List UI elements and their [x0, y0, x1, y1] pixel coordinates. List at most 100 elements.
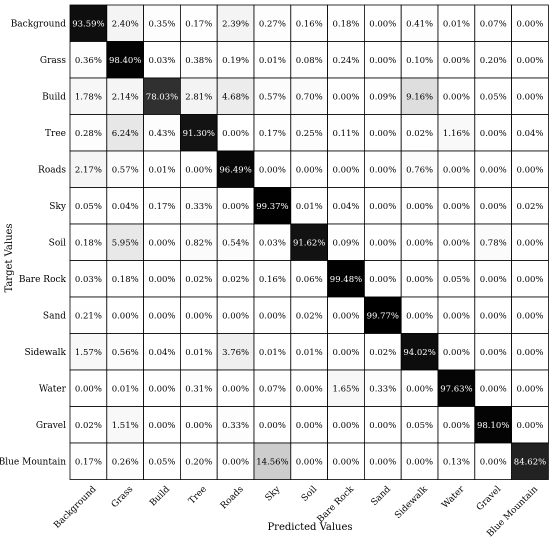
heatmap-cell [69, 369, 108, 407]
cell-value-label: 0.02% [222, 275, 249, 285]
cell-value-label: 0.00% [259, 165, 286, 175]
cell-value-label: 0.00% [443, 165, 470, 175]
heatmap-cell [106, 77, 145, 115]
x-tick-label: Sidewalk [393, 484, 430, 521]
heatmap-cell [400, 223, 439, 261]
cell-value-label: 2.39% [222, 19, 249, 29]
cell-value-label: 0.00% [332, 311, 359, 321]
x-tick-label: Grass [110, 484, 136, 510]
heatmap-cell [69, 150, 108, 188]
cell-value-label: 0.02% [406, 129, 433, 139]
cell-value-label: 0.05% [406, 421, 433, 431]
heatmap-cell [106, 187, 145, 225]
heatmap-cell [327, 260, 365, 298]
heatmap-cell [511, 406, 549, 444]
heatmap-cell [327, 187, 365, 225]
cell-value-label: 0.00% [112, 311, 139, 321]
heatmap-cell [69, 77, 108, 115]
heatmap-cell [106, 150, 145, 188]
cell-value-label: 0.00% [480, 348, 507, 358]
cell-value-label: 0.00% [259, 421, 286, 431]
cell-value-label: 0.04% [112, 202, 139, 212]
heatmap-cell [143, 333, 181, 371]
cell-value-label: 0.00% [516, 19, 543, 29]
cell-value-label: 0.78% [480, 238, 507, 248]
heatmap-cell [106, 4, 145, 42]
cell-value-label: 0.33% [222, 421, 249, 431]
heatmap-cell [437, 260, 476, 298]
heatmap-cell [327, 114, 365, 152]
cell-value-label: 0.02% [185, 275, 212, 285]
heatmap-cell [511, 114, 549, 152]
cell-value-label: 0.00% [369, 457, 396, 467]
heatmap-cell [474, 296, 512, 334]
heatmap-cell [290, 41, 328, 79]
cell-value-label: 0.00% [369, 19, 396, 29]
heatmap-cell [216, 442, 255, 480]
heatmap-cell [179, 406, 218, 444]
heatmap-cell [474, 333, 512, 371]
cell-value-label: 0.76% [406, 165, 433, 175]
cell-value-label: 0.05% [75, 202, 102, 212]
heatmap-cell [400, 41, 439, 79]
cell-value-label: 0.11% [332, 129, 359, 139]
cell-value-label: 0.00% [148, 311, 175, 321]
heatmap-cell [179, 260, 218, 298]
cell-value-label: 0.07% [480, 19, 507, 29]
cell-value-label: 0.02% [75, 421, 102, 431]
cell-value-label: 3.76% [222, 348, 249, 358]
cell-value-label: 0.00% [185, 311, 212, 321]
heatmap-cell [253, 406, 292, 444]
cell-value-label: 0.00% [516, 384, 543, 394]
heatmap-cell [474, 4, 512, 42]
cell-value-label: 0.00% [369, 421, 396, 431]
heatmap-cell [216, 187, 255, 225]
heatmap-cell [474, 369, 512, 407]
cell-value-label: 0.00% [369, 165, 396, 175]
cell-value-label: 1.51% [112, 421, 139, 431]
cell-value-label: 0.13% [443, 457, 470, 467]
cell-value-label: 0.03% [75, 275, 102, 285]
heatmap-cell [363, 114, 402, 152]
x-axis-label: Predicted Values [267, 522, 352, 533]
cell-value-label: 0.00% [443, 348, 470, 358]
cell-value-label: 0.36% [75, 56, 102, 66]
y-tick-label: Tree [45, 129, 66, 139]
cell-value-label: 0.25% [296, 129, 323, 139]
cell-value-label: 0.21% [75, 311, 102, 321]
heatmap-cell [253, 41, 292, 79]
y-tick-label: Blue Mountain [0, 457, 66, 467]
cell-value-label: 0.07% [259, 384, 286, 394]
heatmap-cell [400, 442, 439, 480]
x-tick-label: Water [440, 484, 467, 511]
cell-value-label: 0.02% [516, 202, 543, 212]
cell-value-label: 0.00% [480, 384, 507, 394]
cell-value-label: 0.00% [516, 421, 543, 431]
cell-value-label: 2.40% [112, 19, 139, 29]
heatmap-cell [511, 442, 549, 480]
y-tick-label: Sand [43, 311, 66, 321]
cell-value-label: 0.16% [259, 275, 286, 285]
cell-value-label: 0.00% [406, 238, 433, 248]
cell-value-label: 0.00% [443, 311, 470, 321]
heatmap-cell [290, 223, 328, 261]
y-tick-label: Roads [38, 165, 66, 175]
heatmap-cell [400, 4, 439, 42]
heatmap-cell [106, 369, 145, 407]
cell-value-label: 0.00% [443, 202, 470, 212]
cell-value-label: 0.19% [222, 56, 249, 66]
heatmap-cell [179, 296, 218, 334]
cell-value-label: 0.70% [296, 92, 323, 102]
cell-value-label: 2.14% [112, 92, 139, 102]
cell-value-label: 0.00% [443, 421, 470, 431]
cell-value-label: 0.05% [443, 275, 470, 285]
x-tick-label: Sky [264, 484, 284, 504]
cell-value-label: 6.24% [112, 129, 139, 139]
heatmap-cell [437, 114, 476, 152]
heatmap-cells: 93.59% 2.40% 0.35% 0.17% 2.39% 0.27% 0.16% 0.18… [69, 4, 549, 480]
heatmap-cell [69, 4, 108, 42]
cell-value-label: 1.16% [443, 129, 470, 139]
y-tick-label: Water [39, 384, 67, 394]
cell-value-label: 0.00% [480, 129, 507, 139]
heatmap-cell [327, 442, 365, 480]
